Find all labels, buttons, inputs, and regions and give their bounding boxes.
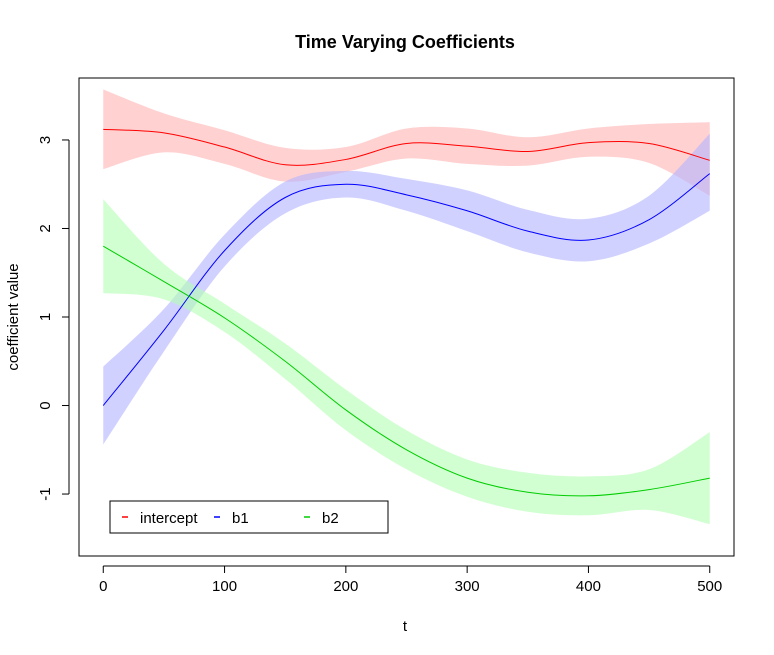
legend-label-b1: b1: [232, 510, 249, 527]
x-tick-label: 500: [697, 578, 722, 595]
x-tick-label: 300: [455, 578, 480, 595]
x-axis-label: t: [403, 618, 408, 635]
x-tick-label: 0: [99, 578, 107, 595]
line-b2: [103, 245, 710, 497]
band-b1: [103, 133, 710, 445]
confidence-bands: [103, 89, 710, 525]
x-axis: 0 100 200 300 400 500: [99, 565, 722, 595]
band-b2: [103, 199, 710, 525]
legend: intercept b1 b2: [109, 500, 389, 534]
x-tick-label: 100: [212, 578, 237, 595]
legend-label-intercept: intercept: [140, 510, 198, 527]
y-axis-label: coefficient value: [5, 263, 22, 370]
plot-frame: [78, 77, 735, 557]
legend-box: [109, 500, 389, 534]
y-tick-label: 2: [37, 224, 54, 232]
legend-label-b2: b2: [322, 510, 339, 527]
line-intercept: [103, 128, 710, 166]
x-tick-label: 200: [333, 578, 358, 595]
series-lines: [102, 128, 711, 497]
y-axis: -1 0 1 2 3: [37, 136, 70, 501]
y-tick-label: 3: [37, 136, 54, 144]
chart-title: Time Varying Coefficients: [295, 32, 515, 52]
line-b1: [102, 173, 711, 406]
x-tick-label: 400: [576, 578, 601, 595]
y-tick-label: 0: [37, 401, 54, 409]
y-tick-label: 1: [37, 313, 54, 321]
y-tick-label: -1: [37, 487, 54, 500]
band-intercept: [103, 89, 710, 196]
